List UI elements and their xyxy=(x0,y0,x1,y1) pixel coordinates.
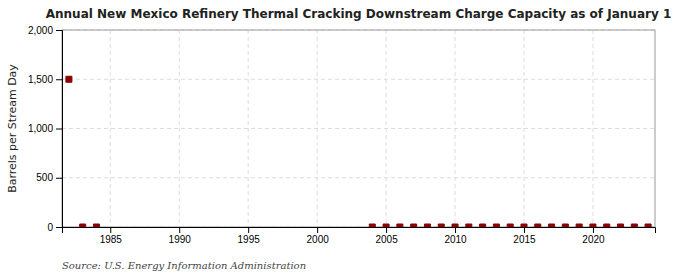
tick: 500 xyxy=(36,172,62,183)
point xyxy=(80,224,86,227)
tick: 0 xyxy=(47,222,62,233)
x-axis: 1985 1990 1995 2000 2005 2010 2015 2020 xyxy=(63,227,656,245)
point xyxy=(562,224,568,227)
tick-label: 2000 xyxy=(307,234,330,245)
tick-mark xyxy=(179,227,180,233)
point xyxy=(604,224,610,227)
tick: 1,500 xyxy=(28,74,62,85)
grid xyxy=(62,30,655,227)
point xyxy=(424,224,430,227)
tick-mark xyxy=(386,227,387,233)
tick-mark xyxy=(248,227,249,233)
tick-mark xyxy=(455,227,456,233)
tick: 2010 xyxy=(444,227,467,245)
chart: 1985 1990 1995 2000 2005 2010 2015 2020 0 500 1,00… xyxy=(0,0,675,275)
point xyxy=(369,224,375,227)
tick-mark xyxy=(593,227,594,233)
grid-line xyxy=(179,30,180,227)
tick-mark xyxy=(56,227,62,228)
grid-line xyxy=(110,30,111,227)
tick-label: 2,000 xyxy=(28,25,53,36)
tick-label: 1,500 xyxy=(28,74,53,85)
point xyxy=(383,224,389,227)
grid-line xyxy=(62,128,655,129)
tick-mark xyxy=(56,178,62,179)
point xyxy=(521,224,527,227)
point xyxy=(480,224,486,227)
tick-label: 1985 xyxy=(100,234,123,245)
tick-mark xyxy=(317,227,318,233)
grid-line xyxy=(62,79,655,80)
point xyxy=(618,224,624,227)
tick-label: 2010 xyxy=(444,234,467,245)
grid-line xyxy=(592,30,593,227)
tick-label: 1995 xyxy=(238,234,261,245)
point xyxy=(645,224,651,227)
tick-mark xyxy=(56,30,62,31)
tick: 2,000 xyxy=(28,25,62,36)
tick: 1,000 xyxy=(28,123,62,134)
title: Annual New Mexico Refinery Thermal Crack… xyxy=(46,7,672,21)
point xyxy=(397,224,403,227)
tick: 1990 xyxy=(169,227,192,245)
point xyxy=(93,224,99,227)
grid-line xyxy=(248,30,249,227)
source-note: Source: U.S. Energy Information Administ… xyxy=(62,260,306,271)
point xyxy=(590,224,596,227)
tick: 2005 xyxy=(375,227,398,245)
grid-line xyxy=(62,177,655,178)
plot: 1985 1990 1995 2000 2005 2010 2015 2020 0 500 1,00… xyxy=(28,25,656,245)
tick-mark xyxy=(56,79,62,80)
y-axis-title: Barrels per Stream Day xyxy=(6,64,19,193)
tick: 1995 xyxy=(238,227,261,245)
axis-line xyxy=(56,31,63,228)
tick: 2000 xyxy=(307,227,330,245)
point xyxy=(576,224,582,227)
grid-line xyxy=(523,30,524,227)
tick: 1985 xyxy=(100,227,123,245)
axis-line xyxy=(63,228,656,234)
tick-label: 500 xyxy=(36,172,53,183)
tick-mark xyxy=(524,227,525,233)
grid-line xyxy=(386,30,387,227)
tick: 2015 xyxy=(513,227,536,245)
grid-line xyxy=(317,30,318,227)
points xyxy=(66,76,651,227)
tick-label: 1,000 xyxy=(28,123,53,134)
y-axis: 0 500 1,000 1,500 2,000 xyxy=(28,25,63,233)
tick-mark xyxy=(56,129,62,130)
point xyxy=(507,224,513,227)
tick-label: 0 xyxy=(47,222,53,233)
tick-label: 2020 xyxy=(582,234,605,245)
point xyxy=(631,224,637,227)
point xyxy=(438,224,444,227)
point xyxy=(452,224,458,227)
tick: 2020 xyxy=(582,227,605,245)
point xyxy=(493,224,499,227)
point xyxy=(549,224,555,227)
point xyxy=(535,224,541,227)
tick-mark xyxy=(110,227,111,233)
tick-label: 1990 xyxy=(169,234,192,245)
grid-line xyxy=(455,30,456,227)
point xyxy=(466,224,472,227)
tick-label: 2015 xyxy=(513,234,536,245)
point xyxy=(66,76,72,82)
tick-label: 2005 xyxy=(375,234,398,245)
point xyxy=(411,224,417,227)
plot-frame xyxy=(62,30,655,227)
